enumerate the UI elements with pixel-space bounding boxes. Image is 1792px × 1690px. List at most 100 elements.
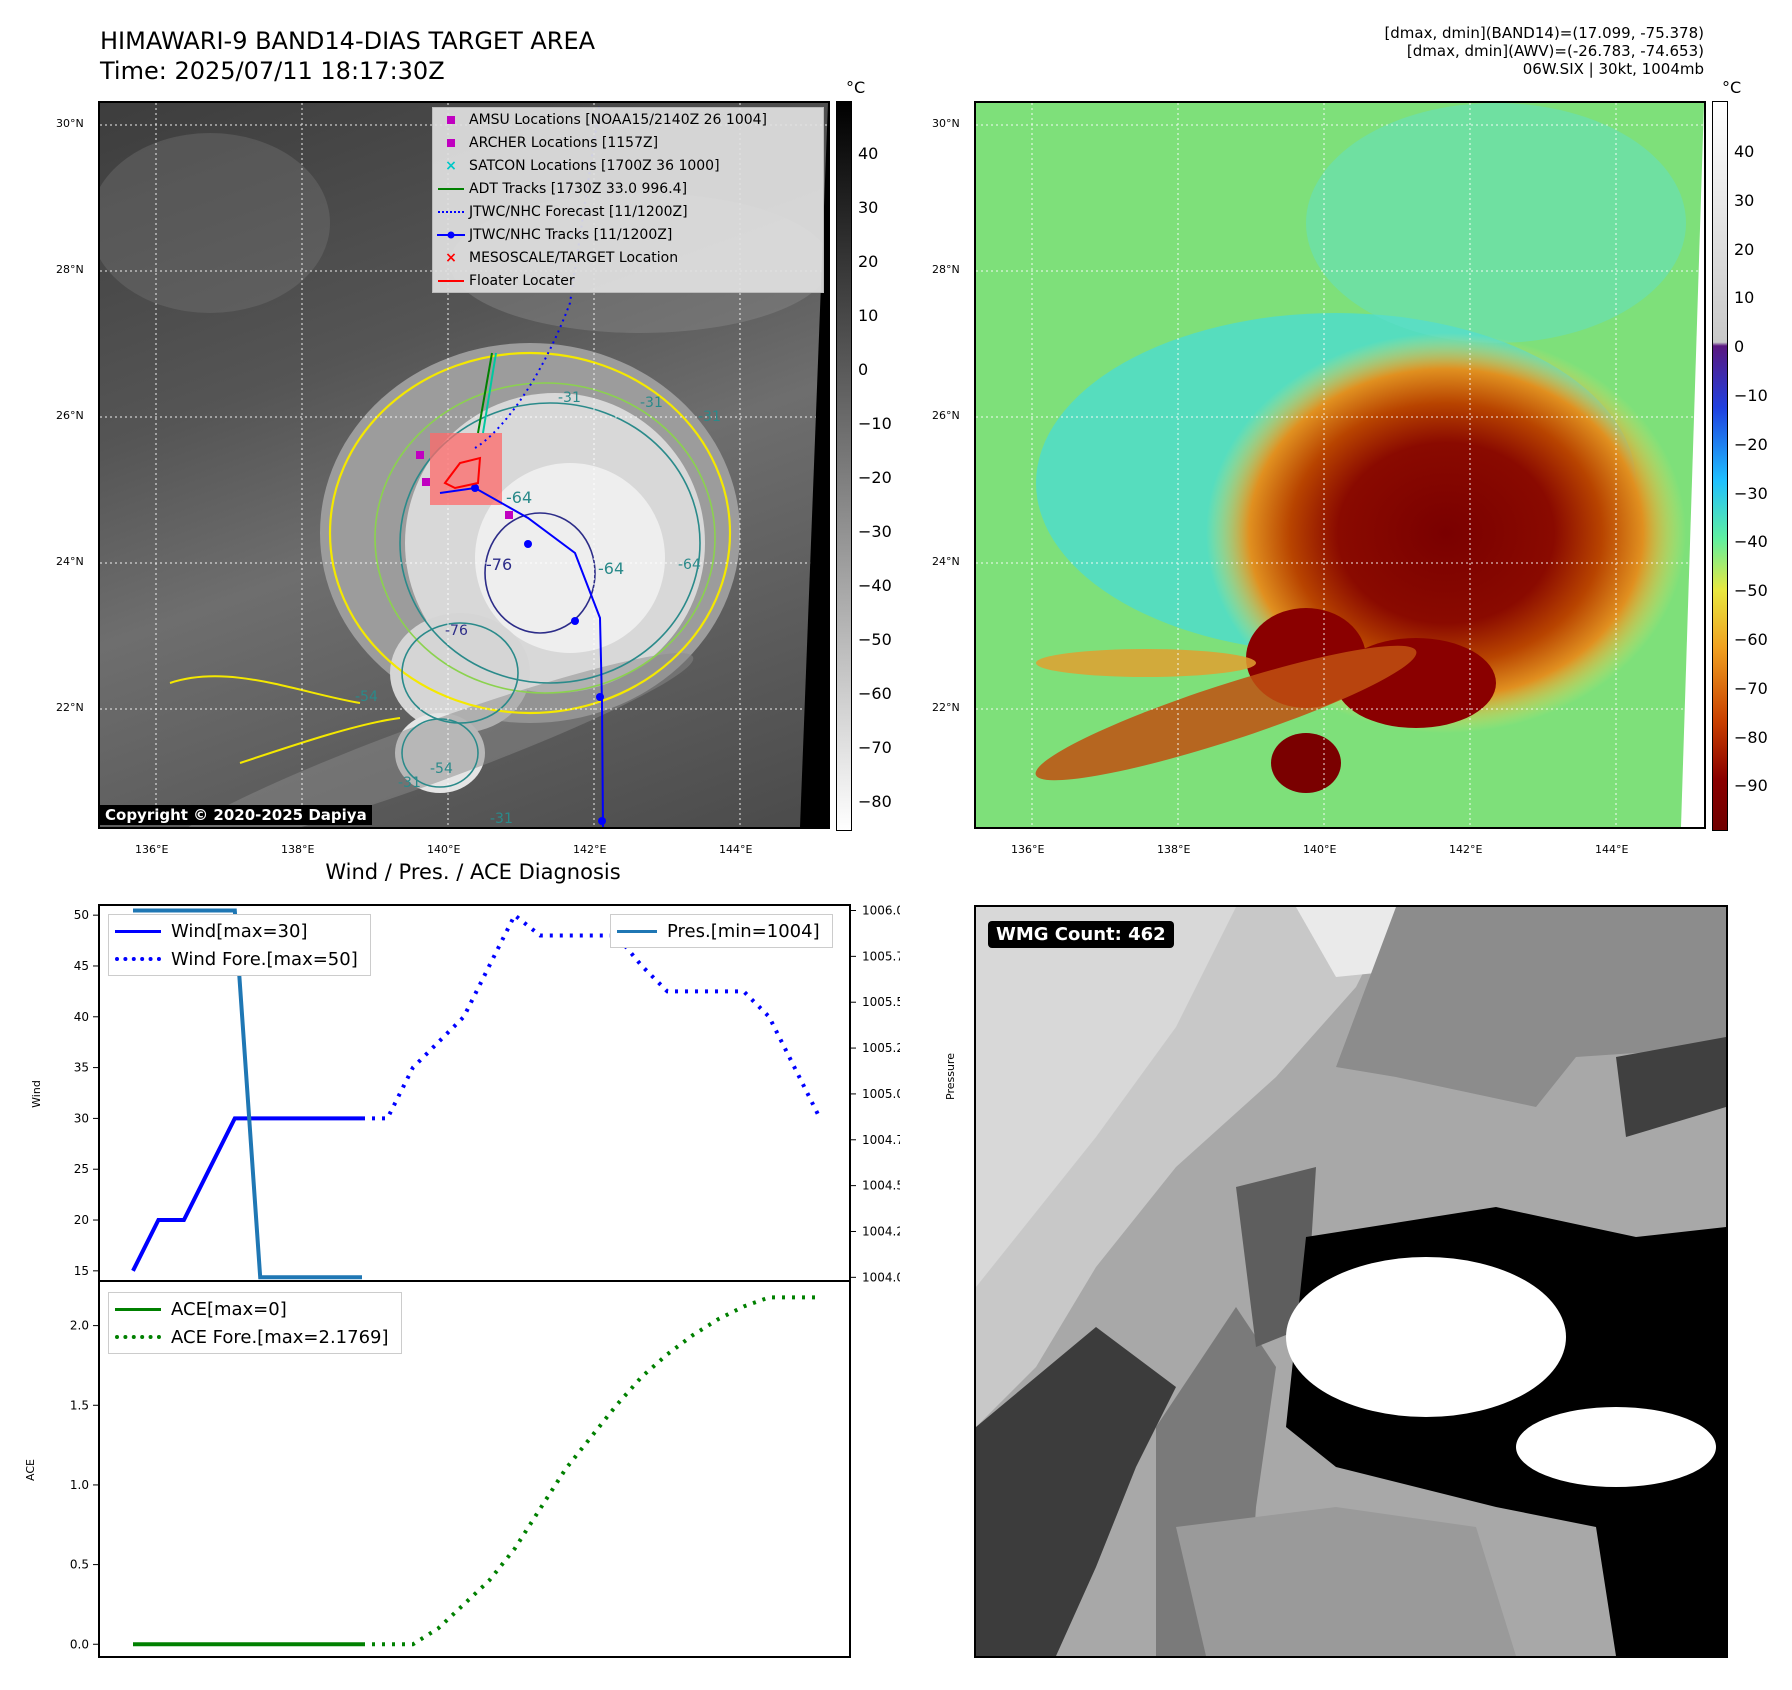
colorbar-unit: °C — [1722, 78, 1742, 97]
info-line-2: [dmax, dmin](AWV)=(-26.783, -74.653) — [1406, 42, 1704, 60]
tick-label: 1.5 — [70, 1398, 89, 1412]
contour-teal — [399, 402, 701, 684]
series-line-1 — [362, 912, 822, 1121]
green-line-icon — [433, 187, 469, 190]
tick-label: 20 — [74, 1213, 89, 1227]
tick-label: 1006.00 — [862, 904, 900, 918]
colorbar-tick-label: −30 — [858, 522, 892, 541]
colorbar-tick-label: −70 — [1734, 678, 1768, 698]
jtwc-forecast-track — [474, 103, 601, 449]
lat-label: 26°N — [932, 409, 960, 422]
tick-label: 0.5 — [70, 1558, 89, 1572]
lat-label: 24°N — [932, 555, 960, 568]
tick-label: 0.0 — [70, 1637, 89, 1651]
info-line-3: 06W.SIX | 30kt, 1004mb — [1522, 60, 1704, 78]
contour-green — [374, 382, 716, 694]
lat-label: 26°N — [56, 409, 84, 422]
legend-label: ARCHER Locations [1157Z] — [469, 134, 659, 151]
legend-label: ACE[max=0] — [171, 1298, 287, 1320]
square-magenta-marker-icon — [433, 138, 469, 147]
lon-label: 142°E — [1449, 843, 1483, 856]
tick-label: 1004.75 — [862, 1133, 900, 1147]
colorbar-tick-label: 40 — [1734, 142, 1755, 161]
amsu-marker — [422, 478, 430, 486]
tick-label: 50 — [74, 908, 89, 922]
contour-label: -31 — [698, 409, 721, 425]
pressure-axis: 1006.00 1005.75 1005.50 1005.25 1005.00 1004.… — [850, 904, 900, 1284]
tick-label: 1004.50 — [862, 1179, 900, 1193]
copyright-badge: Copyright © 2020-2025 Dapiya — [100, 805, 372, 825]
legend-item-adt: ADT Tracks [1730Z 33.0 996.4] — [433, 177, 823, 200]
tick-label: 1.0 — [70, 1478, 89, 1492]
legend-label: ACE Fore.[max=2.1769] — [171, 1326, 389, 1348]
blue-line-dot-icon — [433, 230, 469, 240]
lon-label: 138°E — [1157, 843, 1191, 856]
legend-label: SATCON Locations [1700Z 36 1000] — [469, 157, 720, 174]
colorbar-tick-label: 40 — [858, 144, 879, 163]
series-line-4 — [362, 1295, 820, 1647]
lon-label: 136°E — [135, 843, 169, 856]
tick-label: 1005.25 — [862, 1041, 900, 1055]
contour-label: -54 — [430, 761, 453, 777]
contour-label: -64 — [678, 557, 701, 573]
diag-title: Wind / Pres. / ACE Diagnosis — [325, 860, 621, 884]
legend-item-ace-fore: ACE Fore.[max=2.1769] — [115, 1323, 395, 1351]
wmg-panel: WMG Count: 462 — [974, 905, 1728, 1658]
chart-title: HIMAWARI-9 BAND14-DIAS TARGET AREA — [100, 27, 596, 55]
legend-item-floater: Floater Locater — [433, 269, 823, 292]
legend-item-jtwc-forecast: JTWC/NHC Forecast [11/1200Z] — [433, 200, 823, 223]
pressure-ylabel-text: Pressure — [944, 1053, 957, 1100]
colorbar-tick-label: −80 — [1734, 727, 1768, 747]
pressure-legend: Pres.[min=1004] — [610, 914, 833, 948]
colorbar-tick-label: −80 — [858, 792, 892, 811]
colorbar-tick-label: −40 — [1734, 532, 1768, 552]
colorbar-tick-label: −50 — [858, 630, 892, 649]
adt-track — [477, 352, 493, 434]
colorbar-tick-label: 30 — [858, 198, 879, 217]
contour-label: -64 — [506, 488, 533, 507]
info-line-1: [dmax, dmin](BAND14)=(17.099, -75.378) — [1384, 24, 1704, 42]
legend-item-mesoscale: × MESOSCALE/TARGET Location — [433, 246, 823, 269]
wind-legend: Wind[max=30] Wind Fore.[max=50] — [108, 914, 371, 976]
lat-label: 30°N — [932, 117, 960, 130]
map-gridlines — [976, 103, 1704, 827]
legend-label: JTWC/NHC Forecast [11/1200Z] — [469, 203, 688, 220]
legend-item-ace: ACE[max=0] — [115, 1295, 395, 1323]
colorbar-tick-label: −60 — [858, 684, 892, 703]
enhanced-map-svg — [976, 103, 1704, 827]
legend-label: Wind Fore.[max=50] — [171, 948, 358, 970]
contour-navy — [484, 512, 596, 634]
colorbar-tick-label: −90 — [1734, 776, 1768, 796]
contour-yellow — [328, 351, 732, 715]
colorbar-unit: °C — [846, 78, 866, 97]
legend-item-archer: ARCHER Locations [1157Z] — [433, 131, 823, 154]
colorbar-tick-label: 0 — [1734, 337, 1745, 357]
wmg-count-badge: WMG Count: 462 — [988, 921, 1174, 948]
colorbar-tick-label: −40 — [858, 576, 892, 595]
contour-label: -31 — [490, 811, 513, 827]
legend-label: MESOSCALE/TARGET Location — [469, 249, 679, 266]
grayscale-colorbar — [836, 101, 852, 831]
ace-ylabel: ACE — [24, 1459, 37, 1481]
archer-marker — [505, 511, 513, 519]
legend-label: Wind[max=30] — [171, 920, 308, 942]
dotted-line-icon — [115, 957, 161, 961]
legend-item-satcon: × SATCON Locations [1700Z 36 1000] — [433, 154, 823, 177]
legend-item-wind: Wind[max=30] — [115, 917, 364, 945]
ir-map-panel: -31 -31 -31 -64 -64 -76 -64 -54 -54 -31 … — [98, 101, 830, 829]
contour-label: -76 — [486, 555, 513, 574]
colorbar-tick-label: 10 — [1734, 288, 1755, 308]
tick-label: 1005.50 — [862, 995, 900, 1009]
solid-line-icon — [115, 1307, 161, 1311]
lon-label: 136°E — [1011, 843, 1045, 856]
legend-item-wind-fore: Wind Fore.[max=50] — [115, 945, 364, 973]
colorbar-tick-label: −70 — [858, 738, 892, 757]
stats-info: [dmax, dmin](BAND14)=(17.099, -75.378) [… — [1004, 24, 1704, 78]
tick-label: 40 — [74, 1010, 89, 1024]
tick-label: 2.0 — [70, 1319, 89, 1333]
series-line-0 — [131, 1116, 362, 1272]
series-line-2 — [133, 908, 362, 1280]
tick-label: 45 — [74, 959, 89, 973]
tick-label: 15 — [74, 1264, 89, 1278]
colorbar-tick-label: −60 — [1734, 630, 1768, 649]
